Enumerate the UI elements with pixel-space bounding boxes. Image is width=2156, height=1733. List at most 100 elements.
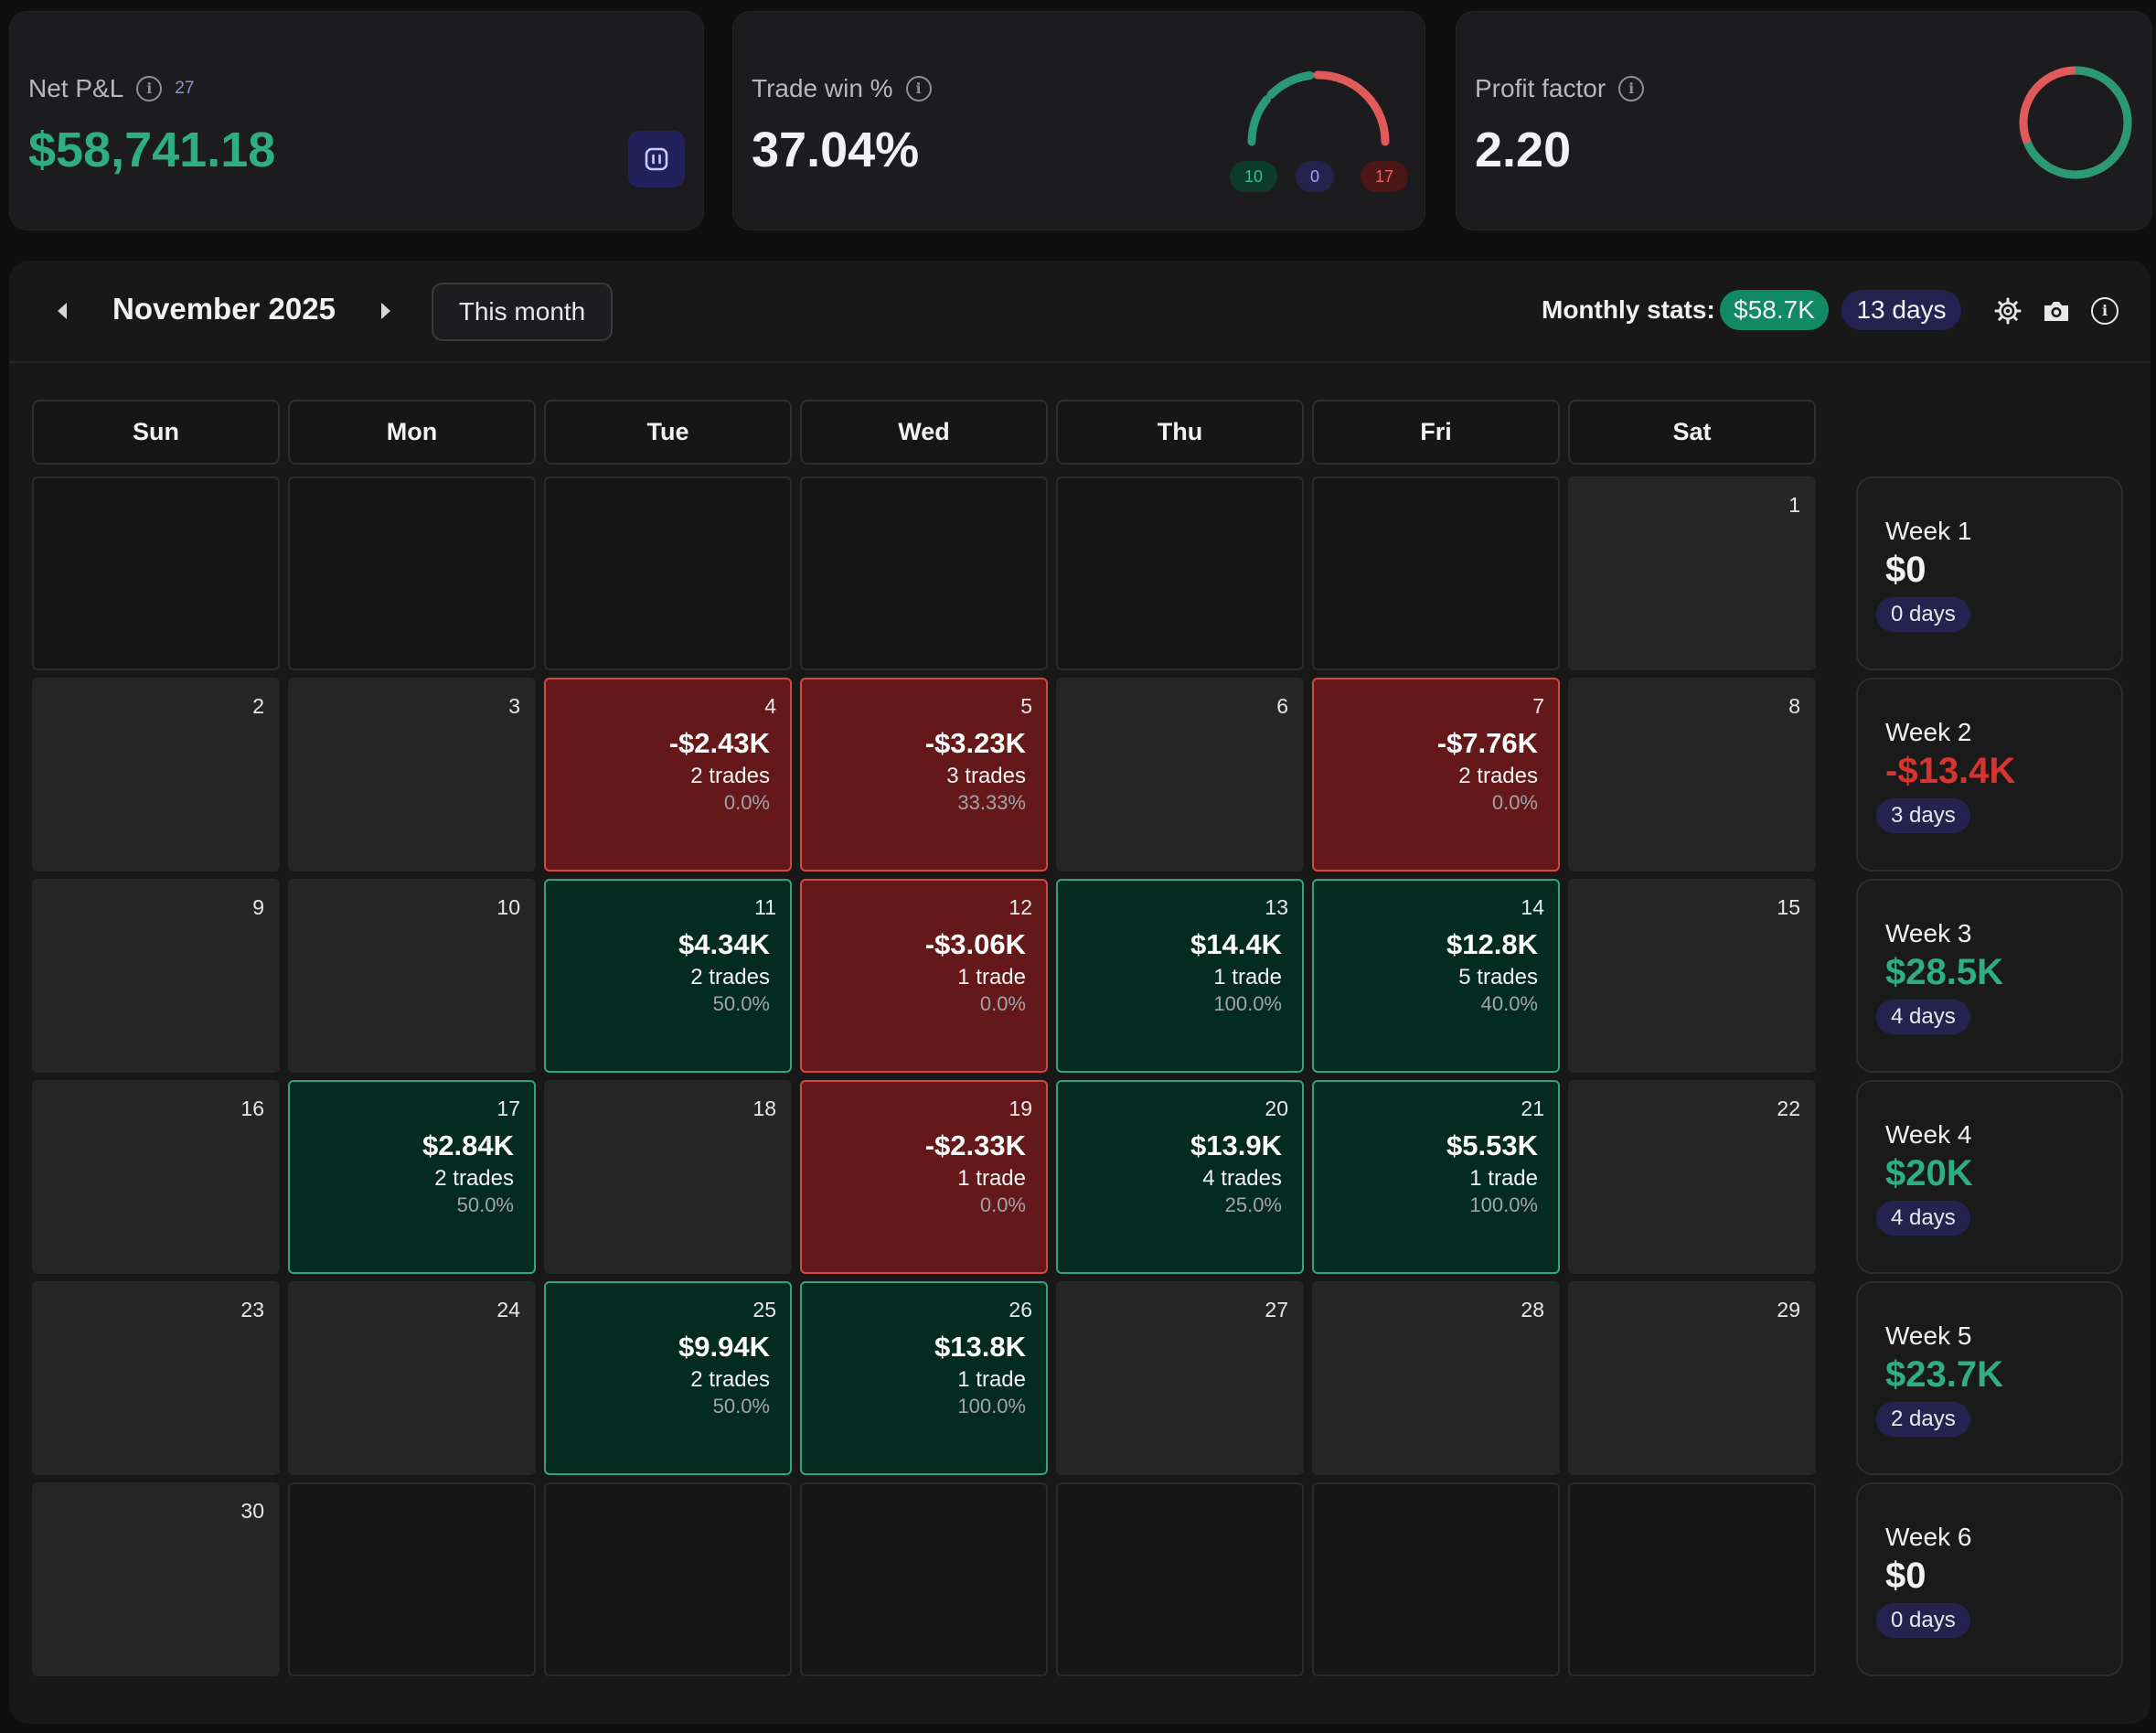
caret-left-icon [58,303,67,319]
day-win-rate: 0.0% [979,992,1026,1015]
calendar-day-cell[interactable]: 25 $9.94K 2 trades 50.0% [544,1281,792,1475]
camera-icon [2044,302,2068,321]
calendar-day-cell[interactable]: 29 [1568,1281,1816,1475]
day-win-rate: 50.0% [456,1193,514,1216]
trade-win-label-row: Trade win % i [752,74,932,103]
calendar-day-cell[interactable]: 10 [288,879,536,1073]
day-trade-count: 1 trade [1213,965,1282,990]
monthly-stats-label: Monthly stats: [1542,295,1715,324]
trade-win-label: Trade win % [752,74,893,102]
gear-icon [1994,297,2022,325]
calendar-day-cell[interactable]: 30 [32,1482,280,1676]
week-summary-card[interactable]: Week 3 $28.5K 4 days [1856,879,2123,1073]
weekday-header-thu: Thu [1056,400,1304,465]
calendar-day-cell[interactable]: 12 -$3.06K 1 trade 0.0% [800,879,1048,1073]
calendar-day-cell[interactable]: 14 $12.8K 5 trades 40.0% [1312,879,1560,1073]
day-number: 28 [1521,1298,1544,1321]
day-pnl: $14.4K [1190,928,1282,960]
day-trade-count: 5 trades [1458,965,1538,990]
day-number: 23 [240,1298,264,1321]
calendar-day-cell[interactable]: 4 -$2.43K 2 trades 0.0% [544,678,792,872]
calendar-day-cell[interactable]: 2 [32,678,280,872]
calendar-day-cell[interactable]: 24 [288,1281,536,1475]
day-number: 25 [752,1298,776,1321]
week-pnl: $0 [1885,1556,1927,1596]
day-trade-count: 2 trades [1458,764,1538,788]
calendar-day-cell[interactable]: 20 $13.9K 4 trades 25.0% [1056,1080,1304,1274]
calendar-day-cell[interactable]: 16 [32,1080,280,1274]
settings-button[interactable] [1992,295,2023,326]
day-trade-count: 1 trade [957,965,1026,990]
day-number: 12 [1009,895,1032,919]
calendar-day-cell[interactable]: 5 -$3.23K 3 trades 33.33% [800,678,1048,872]
trade-win-card: Trade win % i 37.04% 10 0 17 [732,11,1425,230]
calendar-day-cell[interactable]: 9 [32,879,280,1073]
next-month-button[interactable] [372,297,400,325]
calendar-day-cell[interactable]: 8 [1568,678,1816,872]
day-number: 13 [1265,895,1288,919]
calendar-day-cell[interactable]: 15 [1568,879,1816,1073]
day-pnl: $5.53K [1446,1129,1538,1161]
week-days-badge: 4 days [1876,1201,1970,1236]
weekday-header-tue: Tue [544,400,792,465]
info-icon: i [2091,297,2119,325]
day-pnl: -$3.23K [924,727,1026,759]
calendar-day-cell[interactable]: 21 $5.53K 1 trade 100.0% [1312,1080,1560,1274]
day-number: 21 [1521,1096,1544,1120]
calendar-day-cell[interactable]: 26 $13.8K 1 trade 100.0% [800,1281,1048,1475]
empty-calendar-cell [288,1482,536,1676]
week-days-badge: 2 days [1876,1402,1970,1437]
week-days-badge: 0 days [1876,1603,1970,1638]
calendar-day-cell[interactable]: 7 -$7.76K 2 trades 0.0% [1312,678,1560,872]
monthly-pnl-badge: $58.7K [1720,290,1829,330]
calendar-day-cell[interactable]: 23 [32,1281,280,1475]
calendar-day-cell[interactable]: 18 [544,1080,792,1274]
day-trade-count: 1 trade [1469,1166,1538,1191]
week-pnl: $28.5K [1885,952,2003,992]
day-trade-count: 3 trades [946,764,1026,788]
ai-assistant-button[interactable] [628,131,685,187]
calendar-day-cell[interactable]: 1 [1568,476,1816,670]
loss-count-badge: 17 [1361,161,1408,192]
day-number: 8 [1788,694,1800,718]
week-summary-card[interactable]: Week 1 $0 0 days [1856,476,2123,670]
calendar-day-cell[interactable]: 22 [1568,1080,1816,1274]
calendar-day-cell[interactable]: 11 $4.34K 2 trades 50.0% [544,879,792,1073]
day-trade-count: 2 trades [434,1166,514,1191]
day-trade-count: 2 trades [690,764,770,788]
calendar-day-cell[interactable]: 17 $2.84K 2 trades 50.0% [288,1080,536,1274]
info-icon[interactable]: i [1618,76,1645,102]
week-label: Week 1 [1885,517,1972,545]
day-number: 5 [1020,694,1032,718]
day-win-rate: 40.0% [1480,992,1538,1015]
day-number: 19 [1009,1096,1032,1120]
calendar-day-cell[interactable]: 28 [1312,1281,1560,1475]
calendar-day-cell[interactable]: 3 [288,678,536,872]
calendar-day-cell[interactable]: 13 $14.4K 1 trade 100.0% [1056,879,1304,1073]
this-month-button[interactable]: This month [432,283,613,341]
week-summary-card[interactable]: Week 2 -$13.4K 3 days [1856,678,2123,872]
week-summary-card[interactable]: Week 6 $0 0 days [1856,1482,2123,1676]
empty-calendar-cell [544,1482,792,1676]
net-pnl-card: Net P&L i 27 $58,741.18 [9,11,704,230]
calendar-info-button[interactable]: i [2089,295,2120,326]
day-pnl: $4.34K [678,928,770,960]
week-summary-card[interactable]: Week 4 $20K 4 days [1856,1080,2123,1274]
empty-calendar-cell [1568,1482,1816,1676]
calendar-day-cell[interactable]: 6 [1056,678,1304,872]
previous-month-button[interactable] [48,297,76,325]
calendar-day-cell[interactable]: 19 -$2.33K 1 trade 0.0% [800,1080,1048,1274]
week-summary-card[interactable]: Week 5 $23.7K 2 days [1856,1281,2123,1475]
calendar-day-cell[interactable]: 27 [1056,1281,1304,1475]
day-number: 9 [252,895,264,919]
day-pnl: -$2.33K [924,1129,1026,1161]
info-icon[interactable]: i [136,76,163,102]
screenshot-button[interactable] [2041,295,2072,326]
empty-calendar-cell [1312,1482,1560,1676]
day-win-rate: 100.0% [1469,1193,1538,1216]
day-number: 3 [508,694,520,718]
week-days-badge: 0 days [1876,597,1970,632]
info-icon[interactable]: i [905,76,932,102]
trade-count-badge: 27 [175,79,195,98]
empty-calendar-cell [1056,476,1304,670]
